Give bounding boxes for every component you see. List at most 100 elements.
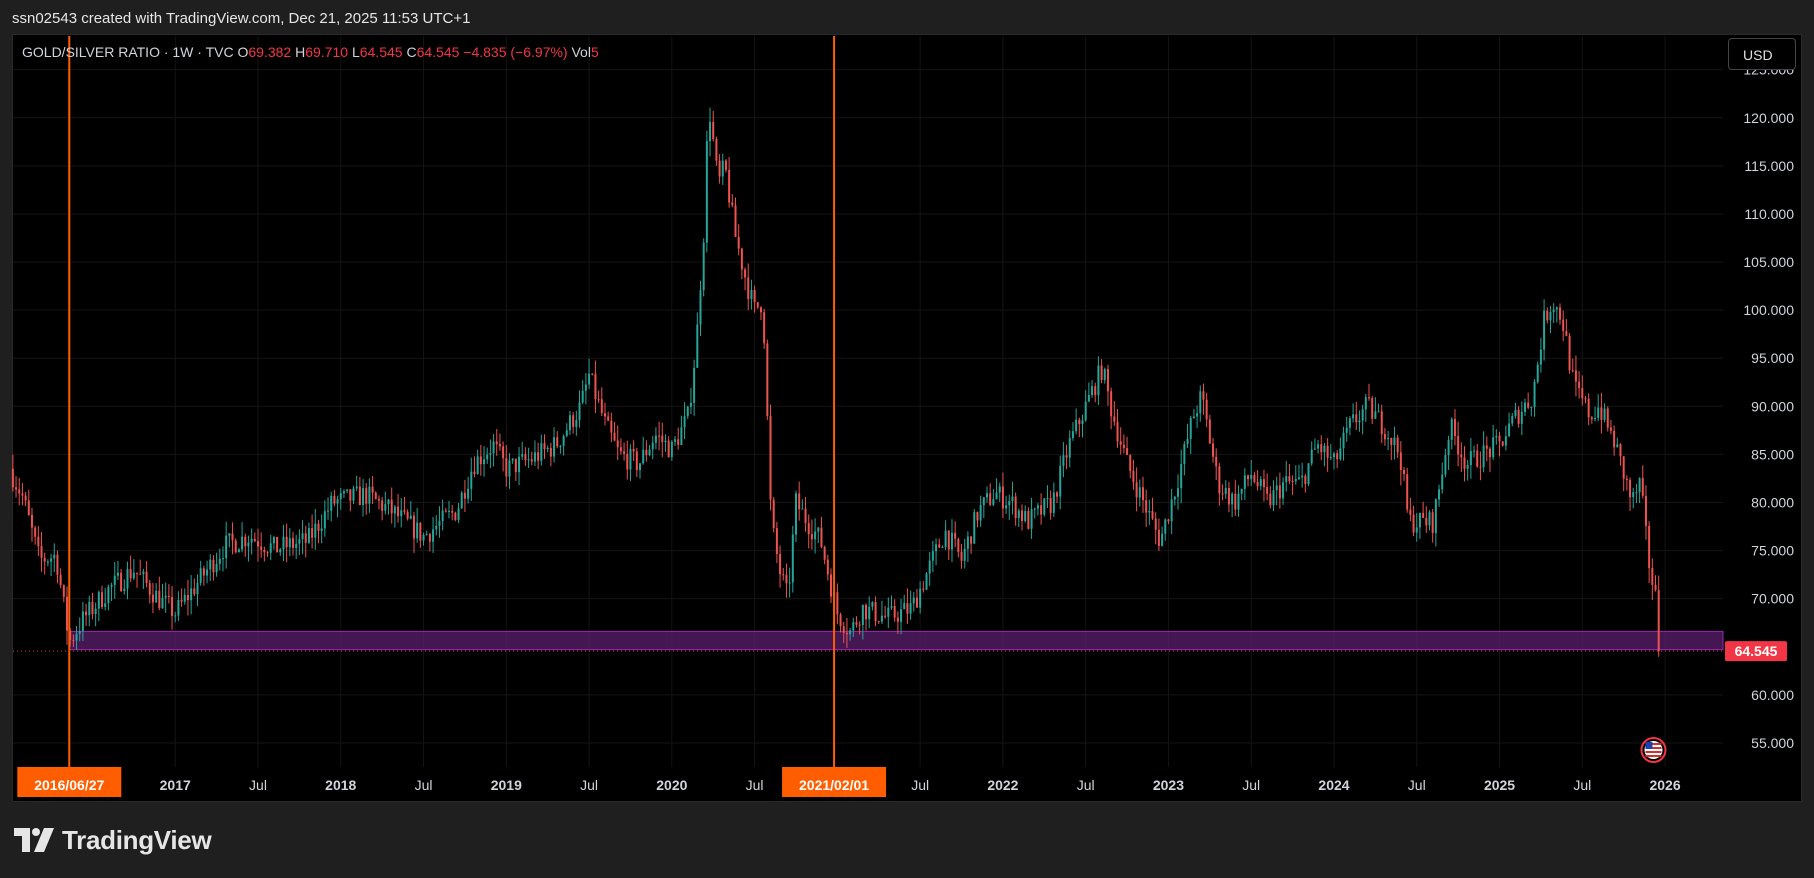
candle-body — [1081, 420, 1084, 425]
symbol-info[interactable]: GOLD/SILVER RATIO · 1W · TVC — [22, 44, 234, 60]
y-tick-label: 110.000 — [1744, 206, 1794, 222]
candle-body — [85, 611, 88, 616]
candle-body — [1215, 456, 1218, 467]
candle-body — [744, 269, 747, 278]
candle-body — [1517, 409, 1520, 424]
candle-body — [731, 202, 734, 206]
candle-body — [50, 558, 53, 562]
candle-body — [1508, 423, 1511, 437]
event-marker-ring — [1640, 737, 1667, 763]
candle-body — [393, 506, 396, 514]
candle-body — [1237, 493, 1240, 510]
candle-body — [1476, 450, 1479, 467]
candle-body — [1129, 455, 1132, 471]
candle-body — [1606, 408, 1609, 428]
candle-body — [696, 324, 699, 368]
candle-body — [1294, 478, 1297, 482]
candle-body — [234, 540, 237, 553]
candle-body — [1565, 330, 1568, 336]
open-value: 69.382 — [248, 44, 292, 60]
candle-body — [1011, 496, 1014, 501]
candle-body — [272, 536, 275, 544]
candle-body — [1250, 474, 1253, 480]
candle-body — [288, 538, 291, 548]
candle-body — [174, 615, 177, 617]
candle-body — [1167, 519, 1170, 522]
candle-body — [527, 459, 530, 461]
candle-body — [1157, 529, 1160, 546]
candle-body — [215, 563, 218, 573]
date-marker-label: 2021/02/01 — [799, 777, 869, 793]
candle-body — [304, 533, 307, 543]
candle-body — [444, 510, 447, 512]
candle-body — [1304, 475, 1307, 485]
candle-body — [664, 440, 667, 443]
candle-body — [263, 549, 266, 553]
candle-body — [1415, 527, 1418, 533]
candle-body — [1119, 441, 1122, 445]
candle-body — [575, 420, 578, 427]
candle-body — [830, 574, 833, 597]
candle-body — [884, 615, 887, 617]
candle-body — [1106, 369, 1109, 392]
candle-body — [807, 523, 810, 535]
candle-body — [400, 510, 403, 517]
candle-body — [104, 603, 107, 607]
candle-body — [1581, 388, 1584, 399]
candle-body — [1256, 481, 1259, 487]
y-tick-label: 80.000 — [1751, 494, 1794, 510]
candle-body — [15, 487, 18, 490]
x-tick-label: Jul — [249, 777, 267, 793]
candle-body — [1568, 335, 1571, 371]
candle-body — [677, 439, 680, 445]
candle-body — [537, 452, 540, 461]
candle-body — [613, 432, 616, 441]
candle-body — [511, 458, 514, 461]
date-marker-label: 2016/06/27 — [34, 777, 104, 793]
candle-body — [1616, 444, 1619, 448]
candle-body — [788, 582, 791, 584]
candle-body — [241, 536, 244, 550]
candle-body — [425, 534, 428, 536]
tradingview-logo[interactable]: TradingView — [14, 822, 212, 858]
candle-body — [432, 529, 435, 542]
candle-body — [982, 497, 985, 506]
volume-value: 5 — [590, 44, 599, 60]
chart-frame[interactable] — [12, 34, 1802, 802]
candle-body — [1492, 437, 1495, 458]
candle-body — [502, 446, 505, 459]
candle-body — [530, 459, 533, 462]
candle-body — [155, 590, 158, 603]
candle-body — [801, 508, 804, 510]
candle-body — [1438, 489, 1441, 500]
candle-body — [925, 573, 928, 590]
candle-body — [992, 499, 995, 505]
us-flag-stripe — [1645, 755, 1662, 757]
candle-body — [1536, 364, 1539, 382]
candle-body — [842, 626, 845, 633]
candle-body — [1180, 464, 1183, 489]
candle-body — [1049, 498, 1052, 513]
candle-body — [970, 536, 973, 544]
candle-body — [53, 554, 56, 559]
candle-body — [1552, 309, 1555, 313]
candle-body — [518, 456, 521, 473]
currency-button[interactable]: USD — [1728, 38, 1796, 70]
candle-body — [1463, 457, 1466, 469]
candle-body — [225, 535, 228, 559]
candle-body — [543, 443, 546, 450]
candle-body — [1310, 449, 1313, 464]
candle-body — [1317, 444, 1320, 449]
candle-body — [779, 553, 782, 575]
candle-body — [1091, 386, 1094, 395]
candle-body — [941, 546, 944, 548]
candle-body — [451, 510, 454, 513]
candle-body — [814, 531, 817, 540]
last-price-tag — [1725, 641, 1787, 662]
candle-body — [1145, 500, 1148, 513]
candle-body — [276, 536, 279, 553]
candle-body — [670, 441, 673, 458]
candle-body — [279, 549, 282, 553]
candle-body — [1008, 500, 1011, 506]
